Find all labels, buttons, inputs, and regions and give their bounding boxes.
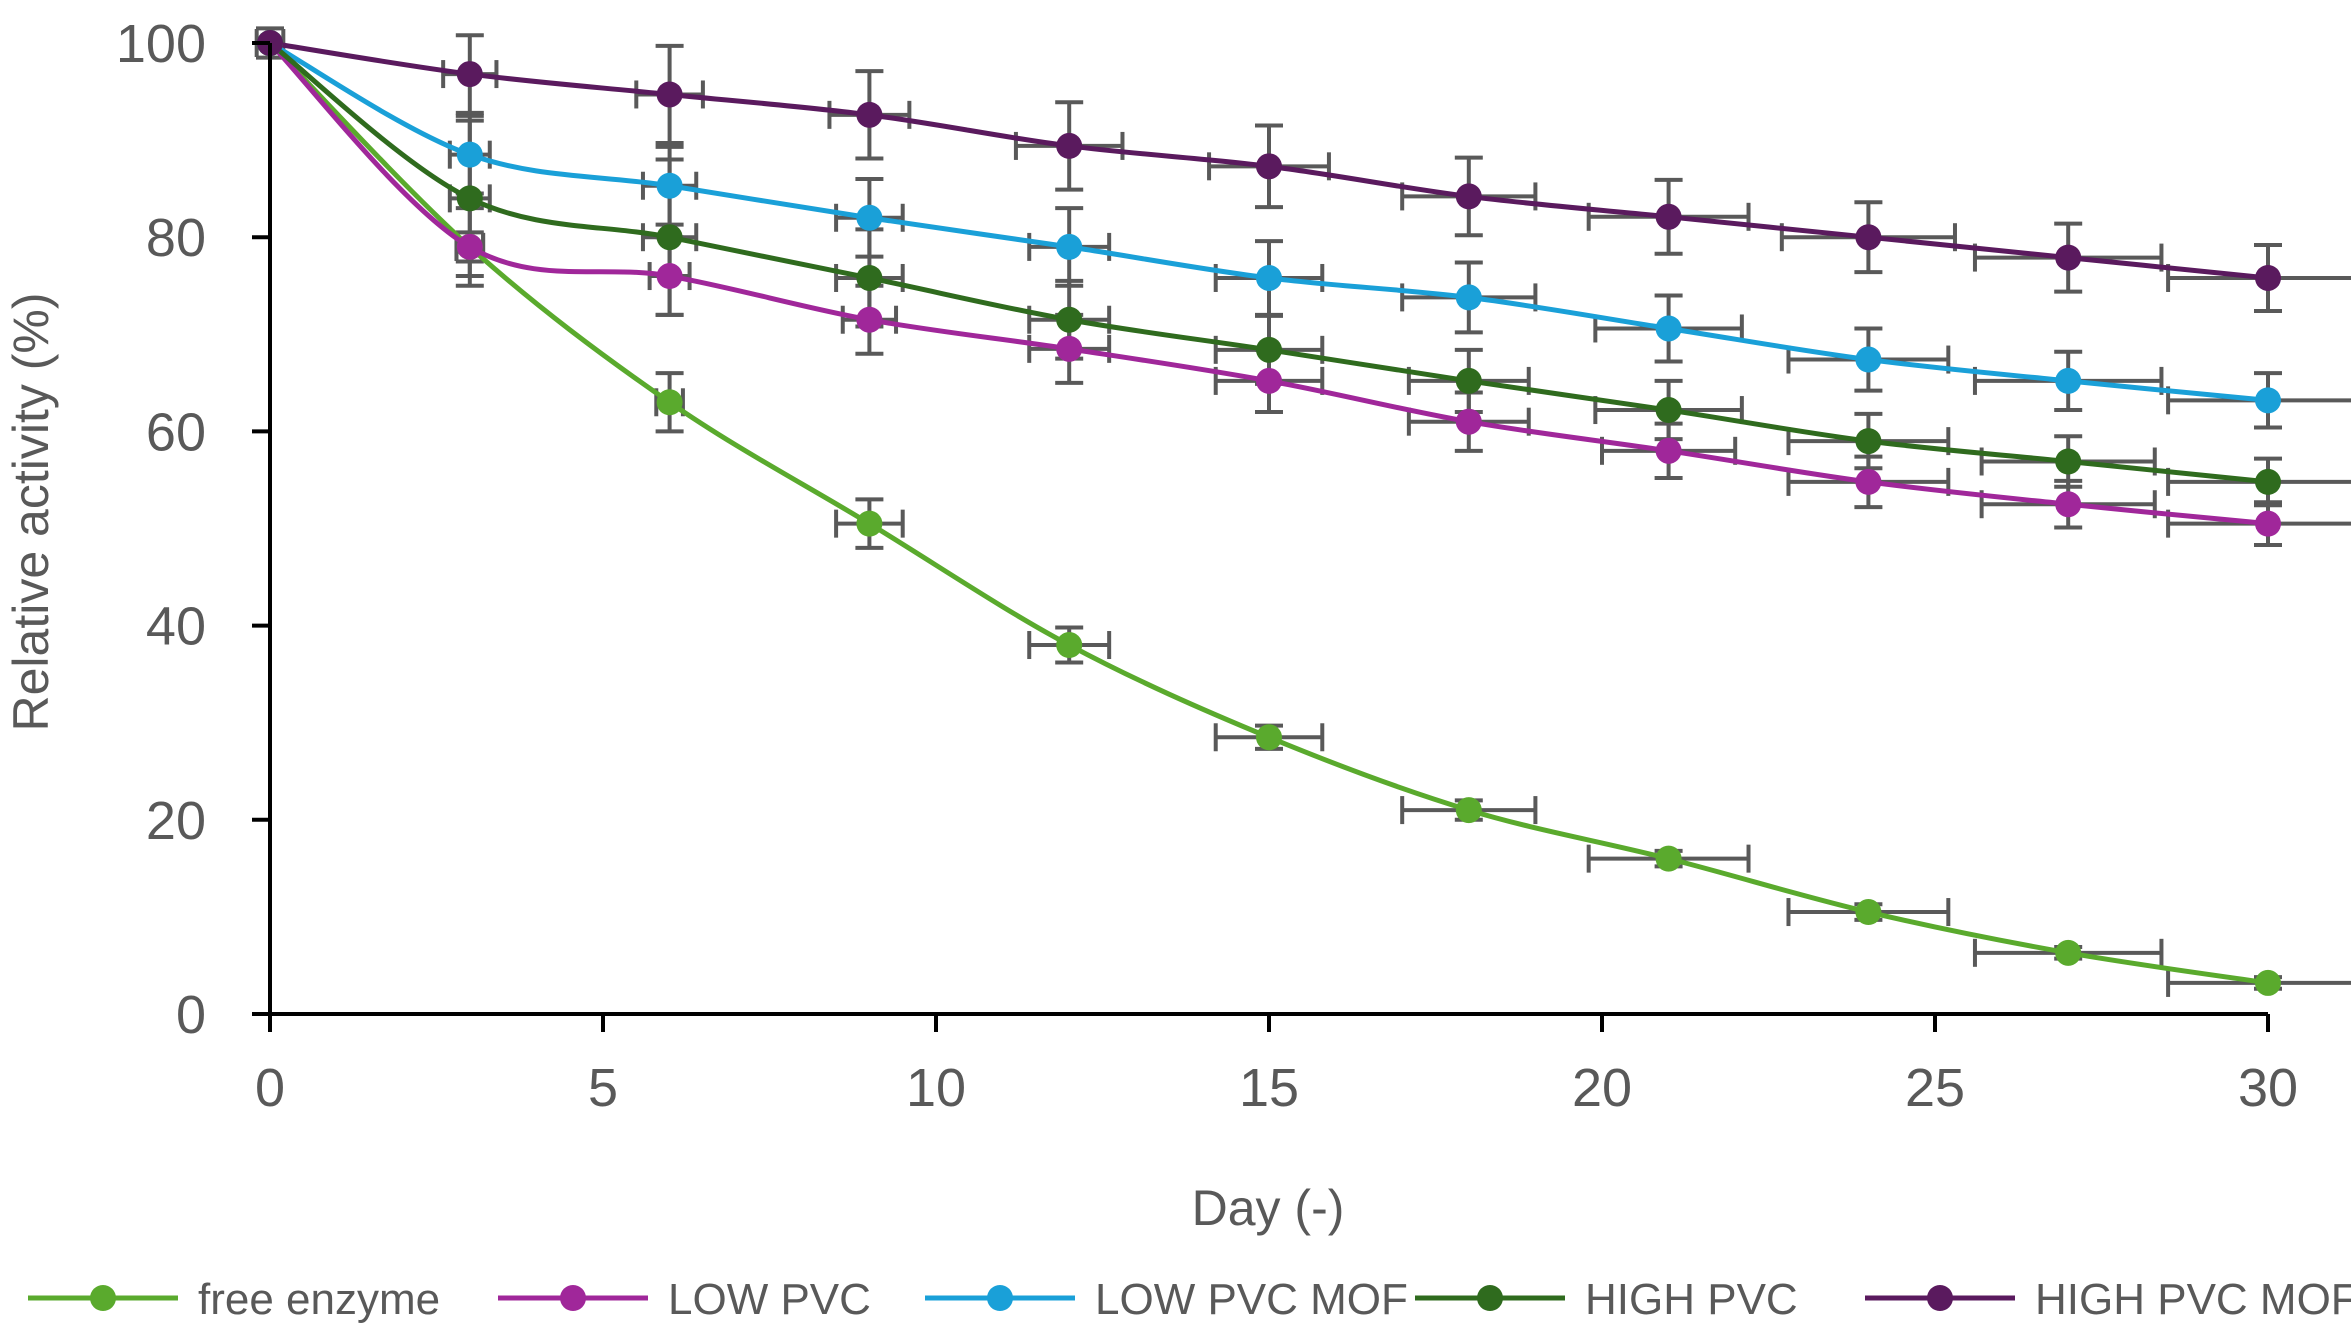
tick-labels: 0 5 10 15 20 25 30 0 20 40 60 80 100 [116, 14, 2298, 1118]
y-tick-label: 60 [146, 402, 206, 462]
data-point-4 [1655, 203, 1682, 230]
legend-marker-3 [1477, 1285, 1503, 1311]
data-point-0 [656, 389, 683, 416]
data-point-3 [1455, 367, 1482, 394]
y-tick-label: 20 [146, 791, 206, 851]
x-tick-label: 15 [1239, 1058, 1299, 1118]
legend-marker-4 [1927, 1285, 1953, 1311]
data-point-1 [1655, 437, 1682, 464]
legend-label-4: HIGH PVC MOF [2035, 1275, 2351, 1324]
x-axis-title: Day (-) [1192, 1180, 1345, 1236]
legend-marker-1 [560, 1285, 586, 1311]
data-point-0 [1455, 797, 1482, 824]
data-point-3 [1056, 306, 1083, 333]
data-point-4 [1056, 132, 1083, 159]
data-point-1 [1256, 367, 1282, 394]
data-point-3 [1256, 336, 1282, 363]
data-point-2 [1056, 233, 1083, 260]
axes [252, 41, 2270, 1032]
data-point-2 [856, 204, 883, 231]
data-point-3 [1855, 428, 1882, 455]
data-point-2 [656, 172, 683, 199]
data-point-0 [1655, 845, 1682, 872]
data-point-2 [456, 141, 483, 168]
data-point-0 [2055, 939, 2082, 966]
x-tick-label: 20 [1572, 1058, 1632, 1118]
data-point-0 [2255, 969, 2281, 996]
data-point-4 [1455, 183, 1482, 210]
data-point-3 [456, 185, 483, 212]
data-point-0 [1256, 724, 1282, 751]
data-point-1 [1455, 408, 1482, 435]
series-markers [257, 30, 2281, 996]
y-tick-label: 80 [146, 208, 206, 268]
data-point-4 [656, 81, 683, 108]
x-tick-label: 10 [906, 1058, 966, 1118]
data-point-3 [656, 224, 683, 251]
legend-label-2: LOW PVC MOF [1095, 1275, 1408, 1324]
data-point-2 [2055, 367, 2082, 394]
data-point-1 [456, 233, 483, 260]
data-point-1 [656, 263, 683, 290]
legend-label-0: free enzyme [198, 1275, 440, 1324]
data-point-4 [1256, 153, 1282, 180]
data-point-4 [1855, 224, 1882, 251]
data-point-1 [856, 306, 883, 333]
y-tick-label: 0 [176, 985, 206, 1045]
data-point-2 [1855, 346, 1882, 373]
x-tick-label: 25 [1905, 1058, 1965, 1118]
data-point-1 [1056, 335, 1083, 362]
data-point-1 [2255, 510, 2281, 537]
data-point-2 [1655, 315, 1682, 342]
data-point-4 [456, 61, 483, 88]
x-tick-label: 30 [2238, 1058, 2298, 1118]
data-point-3 [1655, 397, 1682, 424]
y-axis-title: Relative activity (%) [3, 293, 59, 732]
legend-label-3: HIGH PVC [1585, 1275, 1798, 1324]
data-point-2 [1256, 264, 1282, 291]
series-line-0 [268, 41, 2269, 986]
data-point-1 [2055, 491, 2082, 518]
data-point-4 [856, 101, 883, 128]
data-point-2 [1455, 284, 1482, 311]
data-point-1 [1855, 468, 1882, 495]
data-point-3 [856, 264, 883, 291]
legend-marker-0 [90, 1285, 116, 1311]
legend-label-1: LOW PVC [668, 1275, 871, 1324]
data-point-4 [2055, 244, 2082, 271]
data-point-2 [2255, 387, 2281, 414]
data-point-0 [1056, 632, 1083, 659]
data-point-0 [856, 510, 883, 537]
y-tick-label: 100 [116, 14, 206, 74]
y-tick-label: 40 [146, 597, 206, 657]
legend-marker-2 [987, 1285, 1013, 1311]
data-point-3 [2255, 468, 2281, 495]
legend: free enzyme LOW PVC LOW PVC MOF HIGH PVC HIG… [28, 1275, 2351, 1324]
data-point-4 [2255, 264, 2281, 291]
data-point-3 [2055, 448, 2082, 475]
x-tick-label: 0 [255, 1058, 285, 1118]
data-point-0 [1855, 899, 1882, 926]
x-tick-label: 5 [588, 1058, 618, 1118]
